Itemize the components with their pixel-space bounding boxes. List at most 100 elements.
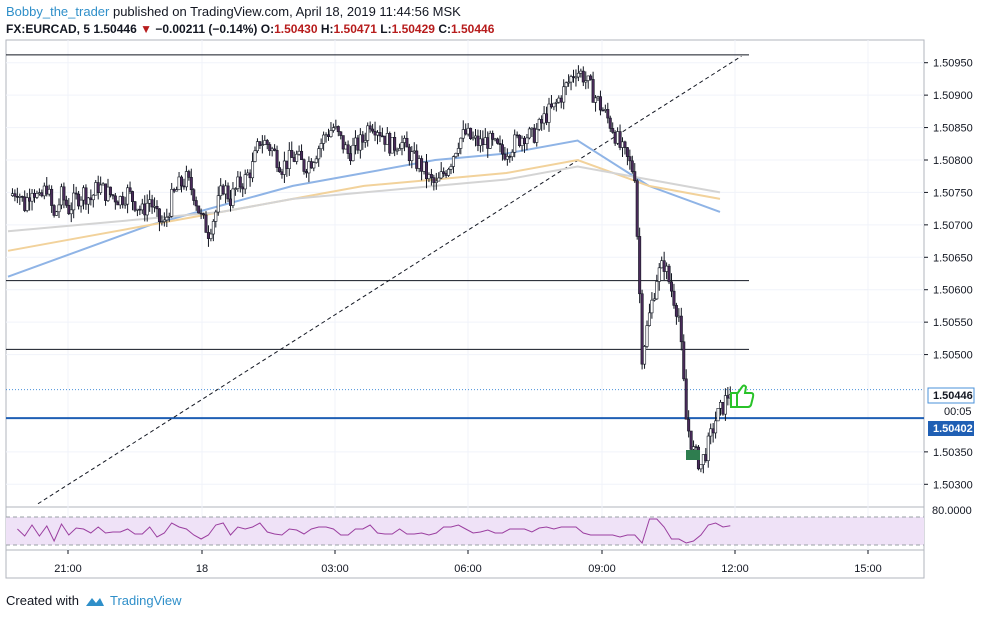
candle	[361, 131, 365, 150]
candle-body	[407, 146, 411, 162]
price-tick-label: 1.50600	[933, 285, 973, 297]
candle-body	[660, 260, 664, 269]
candle	[655, 274, 659, 301]
candle	[508, 154, 512, 163]
candle-body	[106, 186, 110, 201]
candle-body	[420, 158, 424, 172]
candle	[545, 106, 549, 126]
candle-body	[442, 171, 446, 174]
candle-body	[466, 127, 470, 135]
candle	[322, 131, 326, 151]
candle-body	[527, 128, 531, 139]
candle-body	[402, 137, 406, 143]
candle-body	[314, 158, 318, 163]
candle-body	[15, 196, 19, 198]
candle-body	[723, 395, 727, 415]
candle	[643, 345, 647, 369]
candle	[349, 145, 353, 165]
rsi-tick-label: 80.0000	[932, 505, 972, 517]
candle	[211, 219, 215, 242]
candle	[243, 169, 247, 195]
candle	[263, 135, 267, 146]
candle-body	[84, 187, 88, 205]
candle-body	[322, 134, 326, 144]
candle	[194, 196, 198, 211]
candle	[82, 185, 86, 210]
candle-body	[216, 195, 220, 213]
candle	[25, 192, 29, 213]
candle-body	[662, 260, 666, 272]
candle-body	[422, 161, 426, 172]
candle	[189, 168, 193, 196]
horizontal-lines	[6, 54, 924, 420]
candle	[525, 133, 529, 151]
author-link[interactable]: Bobby_the_trader	[6, 4, 110, 19]
candle	[13, 189, 17, 202]
time-tick-label: 03:00	[321, 563, 349, 575]
candle-body	[302, 159, 306, 172]
candle	[219, 178, 223, 200]
candle	[527, 126, 531, 140]
candle	[706, 432, 710, 468]
candle	[329, 122, 333, 138]
candle	[358, 128, 362, 159]
candle-body	[121, 196, 125, 205]
candle-body	[415, 150, 419, 169]
candle	[532, 124, 536, 144]
price-tick-label: 1.50300	[933, 479, 973, 491]
candle	[246, 169, 250, 176]
candle-body	[461, 129, 465, 139]
candle	[312, 161, 316, 172]
candle	[488, 130, 492, 149]
candle	[552, 102, 556, 111]
published-text: published on TradingView.com, April 18, …	[109, 4, 461, 19]
tradingview-brand-link[interactable]: TradingView	[110, 593, 182, 608]
high-label: H:	[320, 22, 334, 36]
candle	[317, 145, 321, 167]
candle-body	[571, 76, 575, 78]
candle	[229, 189, 233, 212]
candle-body	[699, 464, 703, 470]
candle-body	[167, 215, 171, 218]
candle	[160, 215, 164, 226]
candle-body	[726, 395, 730, 399]
candle	[148, 190, 152, 212]
candle	[638, 227, 642, 304]
candle	[324, 132, 328, 143]
low-label: L:	[380, 22, 392, 36]
candle-body	[77, 193, 81, 207]
candle-body	[439, 171, 443, 179]
moving-average-line	[7, 139, 721, 278]
candle-body	[295, 153, 299, 162]
candle	[104, 183, 108, 206]
candle	[111, 194, 115, 200]
candle	[608, 115, 612, 133]
candle	[596, 95, 600, 101]
candle	[297, 145, 301, 156]
candle	[253, 146, 257, 163]
candle	[547, 97, 551, 132]
candle	[285, 160, 289, 177]
candle-body	[155, 205, 159, 210]
candle-body	[231, 188, 235, 206]
candle	[251, 152, 255, 183]
candle-body	[405, 137, 409, 148]
candle-body	[233, 188, 237, 190]
symbol-info-bar: FX:EURCAD, 5 1.50446 ▼ −0.00211 (−0.14%)…	[6, 22, 494, 36]
candle	[162, 212, 166, 227]
price-tick-label: 1.50650	[933, 252, 973, 264]
price-axis[interactable]: 1.50950 1.50900 1.50850 1.50800 1.50750 1.507…	[924, 58, 973, 492]
candle	[373, 121, 377, 142]
candle	[304, 168, 308, 178]
candle-body	[79, 199, 83, 207]
candle	[412, 142, 416, 154]
candle-body	[388, 133, 392, 154]
time-tick-label: 09:00	[588, 563, 616, 575]
candle-body	[594, 97, 598, 103]
candle-body	[353, 137, 357, 146]
time-axis[interactable]: 21:00 18 03:00 06:00 09:00 12:00 15:00	[54, 550, 882, 575]
candle-body	[714, 420, 718, 434]
candle-body	[118, 196, 122, 206]
candle-body	[684, 378, 688, 420]
